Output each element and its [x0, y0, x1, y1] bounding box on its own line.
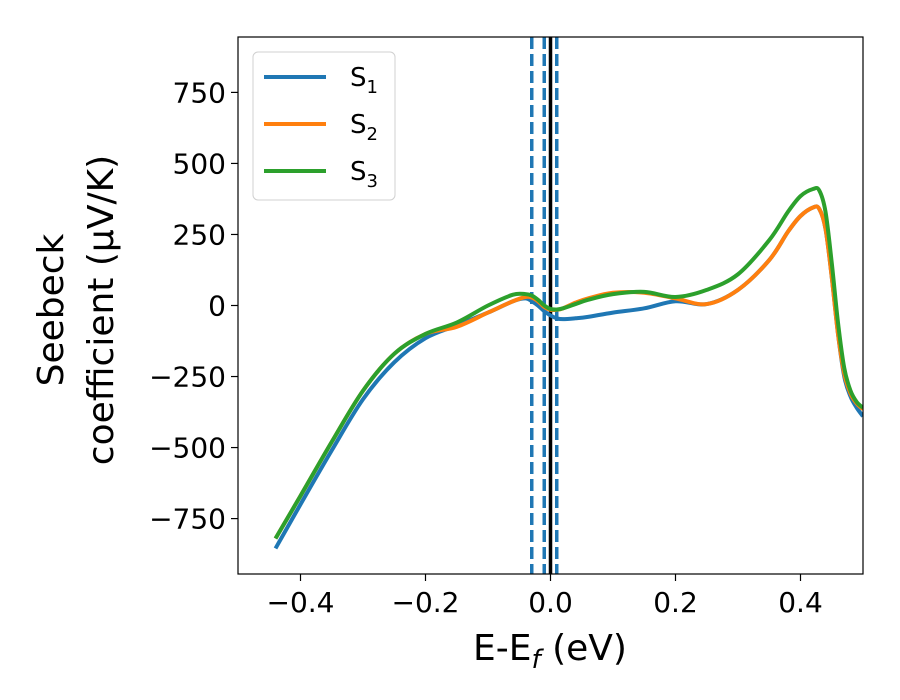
y-tick-label: 500 — [173, 147, 226, 180]
y-tick-label: −750 — [149, 503, 226, 536]
y-axis-title-line1: Seebeck — [31, 233, 72, 386]
y-tick-label: −500 — [149, 432, 226, 465]
x-tick-label: 0.2 — [653, 586, 698, 619]
vertical-reference-lines — [530, 37, 559, 574]
svg-text:E-Ef (eV): E-Ef (eV) — [473, 628, 627, 675]
series-line-s3 — [273, 185, 863, 540]
x-axis-ticks: −0.4 −0.2 0.0 0.2 0.4 — [267, 574, 823, 619]
legend-label-s1: S1 — [350, 63, 378, 98]
series-lines — [273, 185, 863, 550]
x-tick-label: −0.2 — [392, 586, 460, 619]
x-tick-label: 0.4 — [778, 586, 823, 619]
x-tick-label: 0.0 — [528, 586, 573, 619]
y-axis-title: Seebeck coefficient (μV/K) — [31, 155, 122, 465]
y-axis-ticks: 750 500 250 0 −250 −500 −750 — [149, 76, 238, 536]
legend-label-s2: S2 — [350, 110, 378, 145]
x-tick-label: −0.4 — [267, 586, 335, 619]
y-tick-label: 250 — [173, 218, 226, 251]
y-tick-label: 0 — [208, 290, 226, 323]
x-axis-title: E-Ef (eV) — [473, 628, 627, 675]
y-tick-label: 750 — [173, 76, 226, 109]
legend-label-s3: S3 — [350, 157, 378, 192]
legend: S1 S2 S3 — [252, 51, 396, 201]
x-axis-title-main: E-E — [473, 628, 531, 669]
y-axis-title-line2: coefficient (μV/K) — [81, 155, 122, 465]
y-tick-label: −250 — [149, 361, 226, 394]
